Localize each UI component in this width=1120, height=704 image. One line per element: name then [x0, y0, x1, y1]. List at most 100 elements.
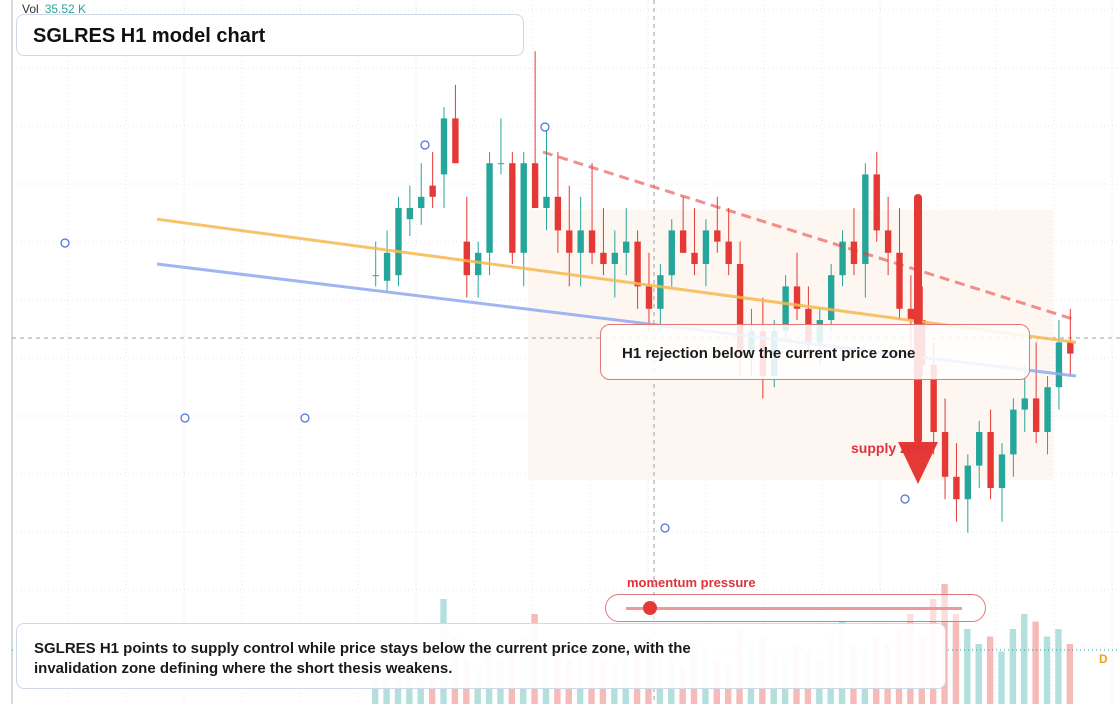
candle — [543, 129, 550, 231]
candle — [509, 152, 516, 264]
signal-marker — [660, 523, 670, 533]
candle-body — [668, 230, 675, 276]
candle-body — [645, 286, 653, 309]
volume-bar — [964, 629, 971, 704]
candle — [679, 196, 687, 253]
candle — [566, 185, 573, 287]
candle-body — [1021, 398, 1028, 410]
momentum-gauge — [605, 594, 986, 622]
candle-body — [839, 241, 846, 276]
candle — [395, 196, 402, 287]
candle-body — [1067, 342, 1074, 354]
volume-bar — [998, 651, 1005, 704]
candle-body — [372, 275, 379, 277]
candle-body — [406, 208, 414, 220]
candle-body — [930, 364, 937, 432]
candle — [623, 208, 630, 276]
volume-bar — [1032, 621, 1039, 704]
signal-marker — [180, 413, 190, 423]
candle-body — [463, 241, 470, 276]
candle-body — [623, 241, 630, 253]
candle — [827, 264, 835, 332]
candle — [1055, 320, 1063, 410]
candle — [964, 454, 972, 533]
candle-body — [827, 275, 835, 320]
candle — [645, 252, 653, 332]
volume-bar — [986, 636, 994, 704]
candle — [531, 51, 539, 208]
candle-body — [691, 252, 698, 264]
candle — [839, 230, 846, 287]
candle-body — [702, 230, 710, 264]
candle — [668, 219, 675, 287]
candle-body — [395, 208, 402, 276]
candle-body — [987, 432, 994, 488]
momentum-track — [626, 607, 962, 610]
candle-body — [509, 163, 516, 253]
candle — [554, 152, 562, 253]
candle — [463, 196, 470, 298]
candle-body — [497, 163, 505, 165]
candle-body — [964, 465, 972, 500]
signal-marker — [540, 122, 550, 132]
candle-body — [896, 252, 903, 309]
candle — [634, 230, 641, 309]
chart-title: SGLRES H1 model chart — [33, 25, 266, 47]
candle — [793, 252, 801, 320]
trendline — [542, 150, 1077, 322]
chart-title-card: SGLRES H1 model chart — [16, 14, 524, 56]
candle-body — [736, 264, 744, 354]
signal-marker — [420, 140, 430, 150]
candle-body — [577, 230, 584, 253]
ema-fast-line — [156, 217, 1077, 344]
candle — [725, 208, 732, 276]
candle-body — [976, 432, 983, 466]
candle — [452, 84, 459, 164]
candle — [987, 409, 994, 500]
signal-marker — [60, 238, 70, 248]
candle — [862, 163, 869, 298]
volume-label: Vol — [22, 2, 39, 16]
candle — [486, 152, 493, 276]
candle — [850, 208, 858, 276]
timeframe-badge[interactable]: D — [1099, 652, 1108, 666]
candle-body — [1032, 398, 1040, 432]
volume-bar — [1043, 636, 1051, 704]
candle-body — [679, 230, 687, 253]
candle — [1032, 342, 1040, 444]
candle — [976, 420, 983, 488]
candle-body — [1044, 387, 1051, 432]
volume-bar — [1021, 614, 1028, 704]
candle-body — [793, 286, 801, 309]
candle — [440, 107, 448, 208]
candle — [406, 185, 414, 236]
volume-bar — [952, 614, 960, 704]
candle-body — [429, 185, 436, 197]
candle — [600, 208, 607, 276]
candle — [691, 208, 698, 276]
volume-bar — [1009, 629, 1017, 704]
candle-body — [588, 230, 596, 253]
candle-body — [725, 241, 732, 264]
candle-body — [941, 432, 949, 477]
candle-body — [383, 252, 391, 281]
candle — [520, 152, 527, 287]
supply-zone-label: supply zone — [851, 440, 932, 456]
candle — [941, 398, 949, 500]
candle — [873, 152, 880, 242]
arrow-shaft — [914, 194, 922, 444]
candle-body — [543, 196, 550, 208]
candle — [953, 443, 960, 522]
volume-bar — [975, 644, 982, 704]
candle-body — [884, 230, 892, 253]
candle — [474, 241, 482, 298]
candle-body — [418, 196, 425, 208]
candle — [702, 219, 710, 287]
candle — [884, 196, 892, 276]
candle — [588, 163, 596, 264]
candle-body — [953, 476, 960, 500]
candle-body — [907, 308, 915, 320]
candle-body — [1010, 409, 1017, 455]
candle — [611, 230, 619, 298]
candle-body — [600, 252, 607, 264]
